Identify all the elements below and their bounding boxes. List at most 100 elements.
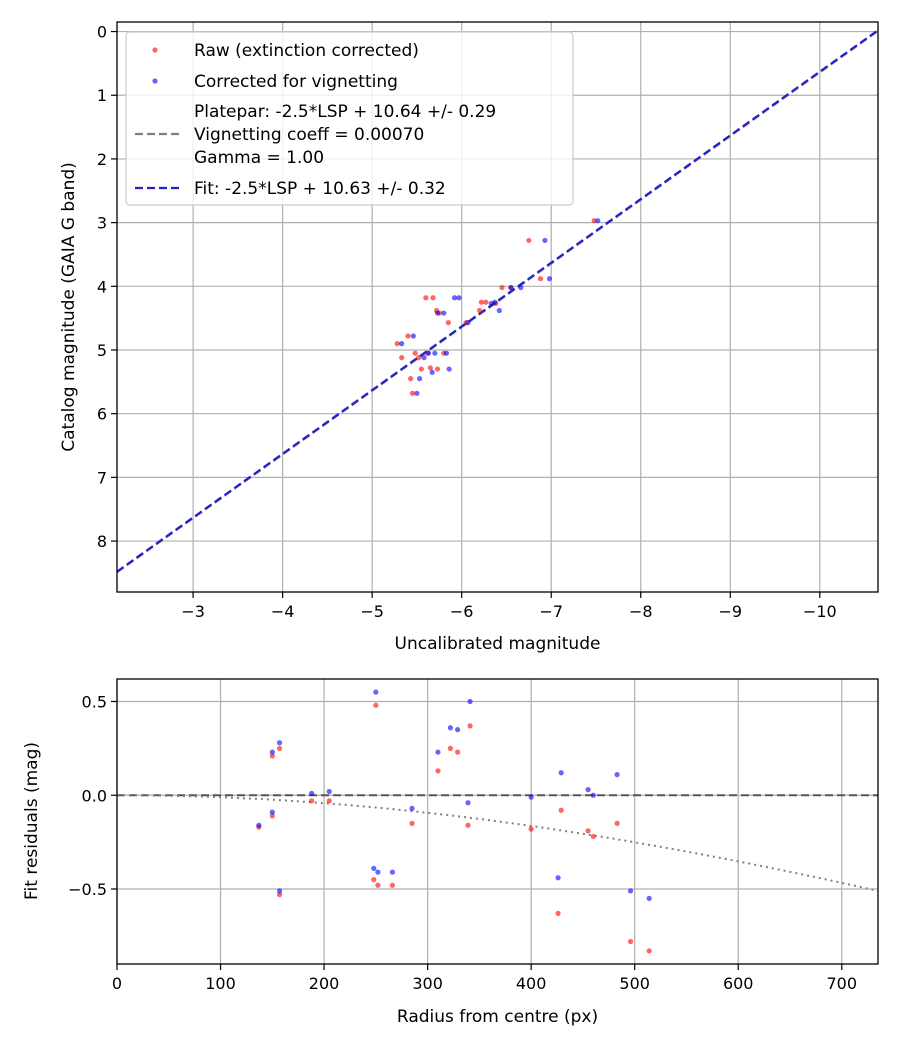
legend-marker-raw [152,47,158,53]
raw-point [269,813,275,819]
y-tick-label: 3 [97,214,107,233]
corrected-point [256,822,262,828]
corrected-point [447,725,453,731]
corrected-point [399,341,405,347]
raw-point [528,826,534,832]
raw-point [526,237,532,244]
raw-point [430,295,436,301]
legend-label-raw: Raw (extinction corrected) [194,41,419,61]
raw-point [465,822,471,828]
corrected-point [496,307,502,314]
raw-point [555,910,561,916]
corrected-point [467,698,473,705]
raw-point [326,798,332,804]
y-tick-label: 6 [97,405,107,424]
corrected-point [276,740,283,746]
raw-point [276,745,283,751]
y-tick-label: 0 [97,23,107,42]
raw-point [476,307,483,314]
bottom-y-axis-label: Fit residuals (mag) [22,742,42,900]
y-tick-label: 0.0 [82,786,107,805]
corrected-point [528,794,534,800]
corrected-point [590,792,596,798]
raw-point [627,938,634,945]
x-tick-label: 300 [412,974,443,993]
corrected-point [425,350,432,356]
corrected-point [542,237,548,244]
x-tick-label: −9 [718,602,742,621]
raw-point [483,299,489,305]
corrected-point [373,689,379,695]
legend-box [125,31,574,206]
x-tick-label: 0 [112,974,122,993]
corrected-point [326,788,332,795]
bottom-reference-lines [117,794,879,892]
top-data-points [394,218,601,396]
raw-point [418,366,424,372]
corrected-point [627,888,634,894]
raw-point [585,828,591,834]
corrected-point [389,869,396,875]
top-panel: −3 −4 −5 −6 −7 −8 −9 −10 0 1 2 3 4 5 6 7 8 Uncalibrated … [59,21,879,654]
corrected-point [441,310,447,316]
corrected-point [465,800,471,806]
raw-point [416,355,422,361]
corrected-point [269,809,275,815]
raw-point [445,320,451,326]
raw-point [373,702,379,708]
x-tick-label: 400 [516,974,547,993]
raw-point [478,299,484,305]
raw-point [558,807,564,813]
corrected-point [421,355,427,361]
x-tick-label: −3 [181,602,205,621]
x-tick-label: −10 [803,602,837,621]
corrected-point [429,369,435,375]
corrected-point [492,299,498,305]
corrected-point [646,895,652,901]
raw-point [405,333,411,339]
x-tick-label: −6 [450,602,474,621]
legend-label-gamma: Gamma = 1.00 [194,148,324,168]
x-tick-label: 100 [205,974,236,993]
raw-point [499,284,505,291]
legend: Raw (extinction corrected) Corrected for… [125,31,574,206]
bottom-data-points [256,689,652,954]
x-tick-label: 700 [826,974,857,993]
x-tick-label: 200 [309,974,340,993]
corrected-point [409,805,415,811]
corrected-point [585,787,591,793]
raw-point [591,218,597,224]
x-tick-label: −8 [629,602,653,621]
raw-point [269,753,275,759]
y-tick-label: 0.5 [82,693,107,712]
corrected-point [595,218,601,224]
y-tick-label: 4 [97,277,107,296]
bottom-axes-frame [116,678,879,965]
corrected-point [555,875,561,881]
raw-point [434,366,441,372]
legend-label-corrected: Corrected for vignetting [194,72,398,92]
bottom-x-axis-label: Radius from centre (px) [397,1007,598,1027]
corrected-point [443,350,450,356]
raw-point [408,376,414,382]
legend-label-fit: Fit: -2.5*LSP + 10.63 +/- 0.32 [194,179,446,199]
corrected-point [417,376,423,382]
x-tick-label: −4 [271,602,295,621]
raw-point [375,882,381,888]
corrected-point [309,790,315,796]
y-tick-label: 5 [97,341,107,360]
top-axes-frame [116,21,879,593]
legend-label-platepar: Platepar: -2.5*LSP + 10.64 +/- 0.29 [194,102,496,122]
raw-point [467,723,473,729]
corrected-point [558,770,564,776]
legend-marker-corrected [152,78,158,84]
corrected-point [455,727,461,733]
raw-point [423,295,429,301]
corrected-point [508,284,514,291]
raw-point [614,820,620,826]
bottom-panel: 0 100 200 300 400 500 600 700 0.5 0.0 −0.5 Radius … [22,678,879,1027]
raw-point [435,768,441,774]
raw-point [412,350,418,356]
top-y-axis-label: Catalog magnitude (GAIA G band) [59,162,79,452]
